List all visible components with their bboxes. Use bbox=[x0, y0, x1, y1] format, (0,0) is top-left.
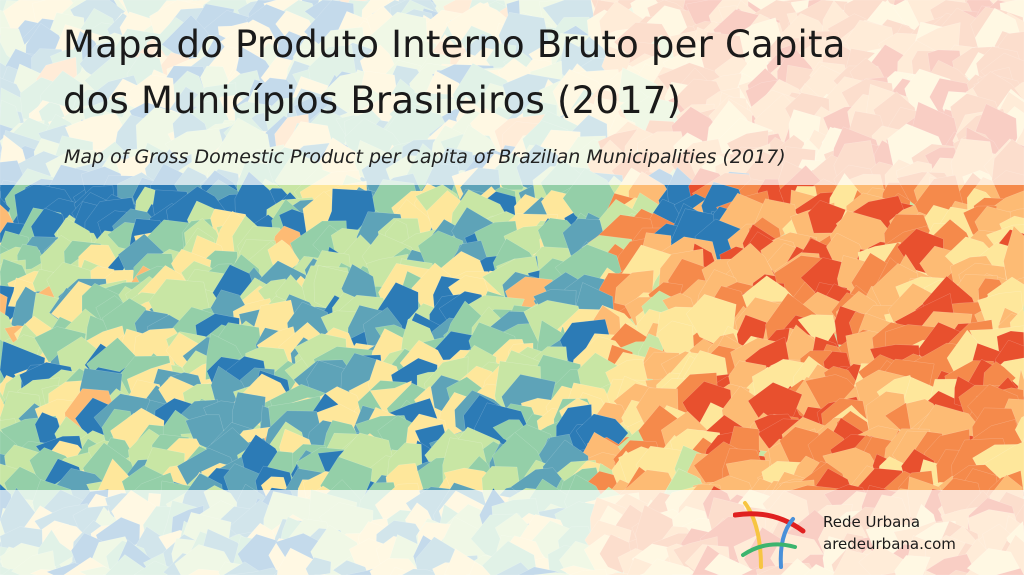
municipality-region bbox=[1014, 416, 1024, 447]
brand-name: Rede Urbana bbox=[823, 513, 921, 531]
subtitle: Map of Gross Domestic Product per Capita… bbox=[64, 146, 786, 168]
brand-url[interactable]: aredeurbana.com bbox=[823, 535, 956, 553]
rede-urbana-logo-icon bbox=[733, 501, 806, 569]
title-line-2: dos Municípios Brasileiros (2017) bbox=[63, 79, 682, 122]
brand-block[interactable]: Rede Urbana aredeurbana.com bbox=[733, 495, 973, 570]
municipality-region bbox=[1003, 225, 1024, 289]
top-fade-overlay bbox=[0, 0, 1024, 185]
bottom-fade-overlay bbox=[0, 490, 1024, 575]
title-line-1: Mapa do Produto Interno Bruto per Capita bbox=[63, 23, 846, 66]
